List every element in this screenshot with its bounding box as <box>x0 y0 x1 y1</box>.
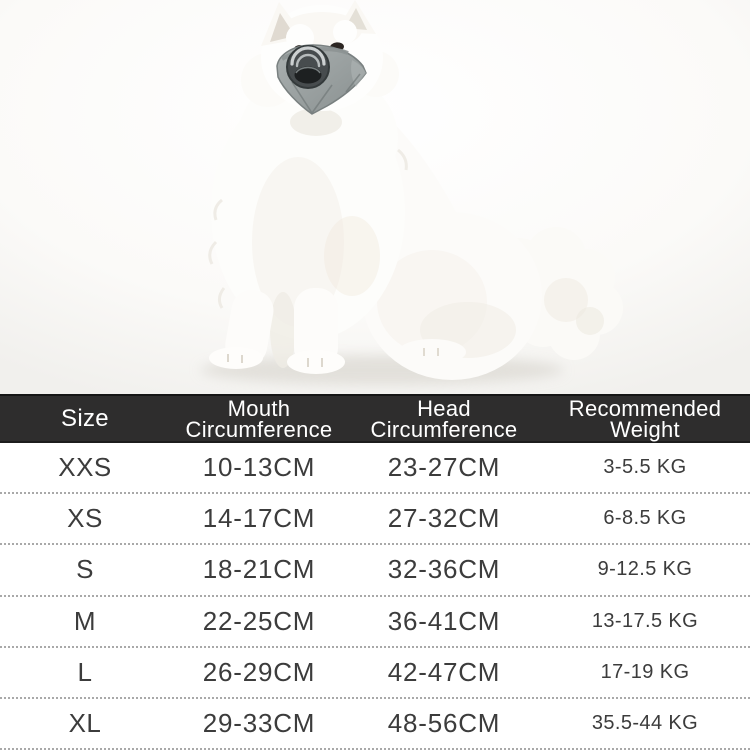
mouth-cell: 22-25CM <box>202 605 316 636</box>
dog-illustration <box>0 0 750 394</box>
table-row-s: S 18-21CM 32-36CM 9-12.5 KG <box>0 545 750 597</box>
muzzle-vent <box>286 45 330 89</box>
mouth-cell: 14-17CM <box>202 503 316 534</box>
front-paw-right <box>287 350 345 374</box>
mouth-cell: 29-33CM <box>202 707 316 738</box>
muzzle <box>276 44 367 115</box>
front-paw-left <box>209 347 263 369</box>
header-recommended-weight: Recommended Weight <box>568 395 722 442</box>
header-size-label: Size <box>61 405 109 432</box>
mouth-cell: 10-13CM <box>202 452 316 483</box>
size-cell: XL <box>68 707 102 738</box>
head-cell: 23-27CM <box>387 452 501 483</box>
weight-cell: 9-12.5 KG <box>597 558 693 581</box>
weight-cell: 6-8.5 KG <box>603 507 687 530</box>
mouth-cell: 18-21CM <box>202 554 316 585</box>
header-size: Size <box>0 405 170 432</box>
dog-photo <box>0 0 750 394</box>
table-row-l: L 26-29CM 42-47CM 17-19 KG <box>0 648 750 699</box>
size-cell: XXS <box>58 452 112 483</box>
table-row-xs: XS 14-17CM 27-32CM 6-8.5 KG <box>0 494 750 546</box>
size-cell: L <box>77 656 93 687</box>
head-cell: 32-36CM <box>387 554 501 585</box>
table-row-xxs: XXS 10-13CM 23-27CM 3-5.5 KG <box>0 443 750 495</box>
head-cell: 42-47CM <box>387 656 501 687</box>
table-row-xl: XL 29-33CM 48-56CM 35.5-44 KG <box>0 699 750 750</box>
dog-chest <box>208 68 408 340</box>
rear-paw <box>398 339 466 365</box>
weight-cell: 13-17.5 KG <box>591 609 699 632</box>
size-cell: M <box>73 605 97 636</box>
head-cell: 48-56CM <box>387 707 501 738</box>
size-cell: XS <box>67 503 103 534</box>
dog-ears <box>261 0 376 52</box>
header-head-circumference: Head Circumference <box>370 395 518 442</box>
head-cell: 27-32CM <box>387 503 501 534</box>
weight-cell: 17-19 KG <box>600 660 690 683</box>
size-cell: S <box>76 554 94 585</box>
size-table-header: Size Mouth Circumference Head Circumfere… <box>0 394 750 443</box>
header-mouth-circumference: Mouth Circumference <box>185 395 333 442</box>
mouth-cell: 26-29CM <box>202 656 316 687</box>
table-row-m: M 22-25CM 36-41CM 13-17.5 KG <box>0 597 750 648</box>
size-table-body: XXS 10-13CM 23-27CM 3-5.5 KG XS 14-17CM … <box>0 443 750 750</box>
dog-head <box>241 0 399 115</box>
weight-cell: 3-5.5 KG <box>603 456 687 479</box>
size-table: Size Mouth Circumference Head Circumfere… <box>0 394 750 750</box>
front-legs <box>209 288 345 374</box>
weight-cell: 35.5-44 KG <box>591 711 699 734</box>
head-cell: 36-41CM <box>387 605 501 636</box>
